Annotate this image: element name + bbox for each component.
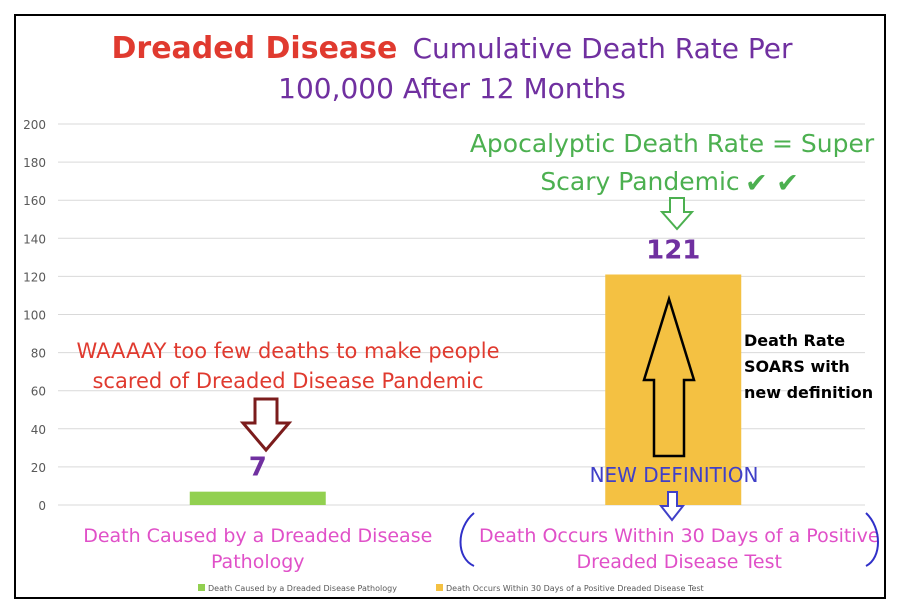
category-label: Death Caused by a Dreaded Disease [83, 525, 432, 547]
green-down-arrow-icon [659, 197, 695, 231]
y-tick-label: 100 [23, 309, 46, 323]
y-tick-label: 180 [23, 156, 46, 170]
left-parenthesis-icon [459, 512, 475, 567]
y-tick-label: 160 [23, 194, 46, 208]
soars-annotation: Death Rate SOARS with new definition [744, 331, 873, 402]
legend-swatch [436, 584, 443, 591]
blue-down-arrow-icon [658, 491, 686, 522]
checkmark-icon: ✔ ✔ [745, 168, 799, 199]
y-tick-label: 80 [31, 347, 46, 361]
chart-title-line2: 100,000 After 12 Months [278, 72, 626, 105]
left-annotation-line-1: WAAAAY too few deaths to make people [76, 339, 499, 363]
category-label: Dreaded Disease Test [577, 551, 782, 573]
new-definition-label: NEW DEFINITION [590, 463, 759, 487]
legend-swatch [198, 584, 205, 591]
gridlines [58, 123, 865, 506]
dark-down-arrow-icon [239, 397, 293, 453]
right-annotation-line-2: Scary Pandemic [540, 167, 739, 196]
legend-entry: Death Occurs Within 30 Days of a Positiv… [446, 584, 704, 593]
soars-line-2: SOARS with [744, 357, 850, 376]
chart-title-highlight: Dreaded Disease [112, 31, 398, 66]
left-annotation: WAAAAY too few deaths to make people sca… [76, 339, 499, 393]
y-axis: 0 20 40 60 80 100 120 140 160 180 200 [23, 118, 46, 513]
y-tick-label: 20 [31, 461, 46, 475]
chart-title: Dreaded Disease Cumulative Death Rate Pe… [112, 31, 793, 66]
category-labels: Death Caused by a Dreaded Disease Patholo… [83, 525, 879, 573]
bar [189, 491, 326, 505]
chart-title-rest: Cumulative Death Rate Per [412, 32, 792, 65]
big-up-arrow-icon [642, 294, 696, 458]
y-tick-label: 40 [31, 423, 46, 437]
right-parenthesis-icon [865, 512, 879, 567]
value-labels: 7 121 [249, 235, 701, 482]
right-annotation-line-1: Apocalyptic Death Rate = Super [470, 129, 875, 158]
value-label: 121 [646, 235, 700, 265]
legend: Death Caused by a Dreaded Disease Pathol… [198, 584, 704, 593]
soars-line-1: Death Rate [744, 331, 845, 350]
category-label: Pathology [211, 551, 305, 573]
y-tick-label: 120 [23, 270, 46, 284]
y-tick-label: 200 [23, 118, 46, 132]
left-annotation-line-2: scared of Dreaded Disease Pandemic [92, 369, 483, 393]
y-tick-label: 60 [31, 385, 46, 399]
value-label: 7 [249, 453, 267, 483]
soars-line-3: new definition [744, 383, 873, 402]
legend-entry: Death Caused by a Dreaded Disease Pathol… [208, 584, 397, 593]
category-label: Death Occurs Within 30 Days of a Positiv… [479, 525, 880, 547]
y-tick-label: 0 [38, 499, 46, 513]
y-tick-label: 140 [23, 232, 46, 246]
right-annotation: Apocalyptic Death Rate = Super Scary Pan… [470, 129, 875, 199]
